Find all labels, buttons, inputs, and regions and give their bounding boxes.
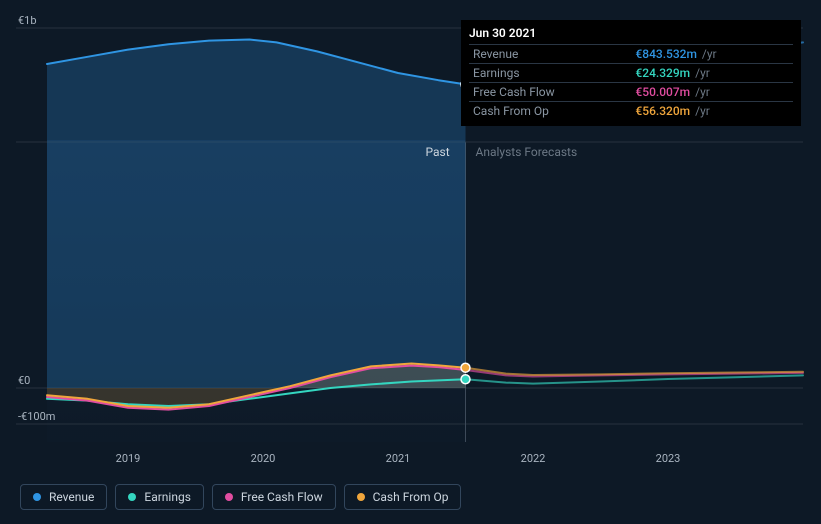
legend-swatch <box>357 493 365 501</box>
legend-swatch <box>33 493 41 501</box>
legend-label: Free Cash Flow <box>241 490 323 504</box>
legend: Revenue Earnings Free Cash Flow Cash From O… <box>20 484 461 510</box>
x-axis-label: 2023 <box>656 452 681 465</box>
hover-tooltip: Jun 30 2021 Revenue€843.532m /yrEarnings… <box>461 20 801 126</box>
y-axis-label: -€100m <box>18 410 55 423</box>
legend-item-cfo[interactable]: Cash From Op <box>344 484 462 510</box>
x-axis-label: 2020 <box>251 452 276 465</box>
tooltip-row-label: Earnings <box>469 64 631 83</box>
x-axis-label: 2019 <box>116 452 141 465</box>
y-axis-label: €0 <box>18 374 30 387</box>
tooltip-rows: Revenue€843.532m /yrEarnings€24.329m /yr… <box>469 44 793 120</box>
x-axis-label: 2021 <box>386 452 411 465</box>
tooltip-row-label: Revenue <box>469 45 631 64</box>
legend-label: Revenue <box>49 490 94 504</box>
tooltip-row-value: €50.007m /yr <box>631 83 793 102</box>
legend-label: Cash From Op <box>373 490 449 504</box>
tooltip-row: Earnings€24.329m /yr <box>469 64 793 83</box>
tooltip-row-label: Free Cash Flow <box>469 83 631 102</box>
tooltip-row-label: Cash From Op <box>469 102 631 121</box>
forecast-label: Analysts Forecasts <box>476 145 578 159</box>
tooltip-date: Jun 30 2021 <box>469 26 793 40</box>
x-axis-label: 2022 <box>521 452 546 465</box>
tooltip-row-value: €843.532m /yr <box>631 45 793 64</box>
legend-label: Earnings <box>144 490 191 504</box>
tooltip-row: Free Cash Flow€50.007m /yr <box>469 83 793 102</box>
tooltip-row-value: €56.320m /yr <box>631 102 793 121</box>
financials-chart: Jun 30 2021 Revenue€843.532m /yrEarnings… <box>0 0 821 524</box>
legend-swatch <box>225 493 233 501</box>
past-label: Past <box>426 145 450 159</box>
legend-swatch <box>128 493 136 501</box>
tooltip-row: Cash From Op€56.320m /yr <box>469 102 793 121</box>
legend-item-earnings[interactable]: Earnings <box>115 484 204 510</box>
tooltip-row-value: €24.329m /yr <box>631 64 793 83</box>
tooltip-row: Revenue€843.532m /yr <box>469 45 793 64</box>
legend-item-revenue[interactable]: Revenue <box>20 484 107 510</box>
legend-item-fcf[interactable]: Free Cash Flow <box>212 484 336 510</box>
y-axis-label: €1b <box>18 14 37 27</box>
